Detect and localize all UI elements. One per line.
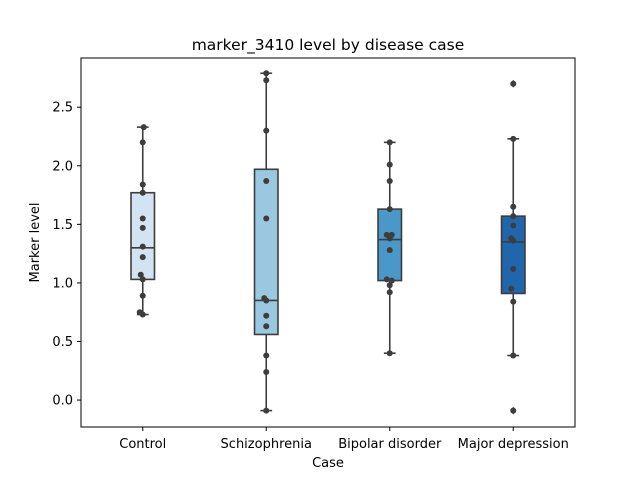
data-point bbox=[510, 265, 517, 272]
data-point bbox=[510, 135, 517, 142]
data-point bbox=[139, 254, 146, 261]
y-tick-label: 1.5 bbox=[52, 218, 73, 233]
box-iqr bbox=[130, 191, 156, 281]
data-point bbox=[508, 285, 515, 292]
data-point bbox=[263, 323, 270, 330]
data-point bbox=[386, 247, 393, 254]
data-point bbox=[510, 237, 517, 244]
x-tick-label: Schizophrenia bbox=[221, 437, 312, 452]
data-point bbox=[139, 276, 146, 283]
data-point bbox=[139, 139, 146, 146]
data-point bbox=[386, 178, 393, 184]
data-point bbox=[386, 282, 393, 289]
data-point bbox=[383, 276, 390, 283]
data-point bbox=[510, 213, 517, 220]
y-tick-label: 1.0 bbox=[52, 276, 73, 291]
data-point bbox=[386, 289, 393, 296]
data-point bbox=[386, 206, 393, 213]
data-point bbox=[263, 297, 270, 304]
data-point bbox=[263, 312, 270, 319]
data-point bbox=[140, 124, 147, 131]
y-tick-label: 0.0 bbox=[52, 394, 73, 409]
data-point bbox=[510, 203, 517, 210]
data-point bbox=[139, 292, 146, 299]
x-tick-label: Major depression bbox=[458, 437, 569, 452]
x-tick-label: Control bbox=[119, 437, 166, 452]
y-axis-label: Marker level bbox=[28, 203, 43, 283]
x-axis-label: Case bbox=[312, 456, 344, 471]
x-tick-label: Bipolar disorder bbox=[338, 437, 442, 452]
data-point bbox=[510, 222, 517, 229]
data-point bbox=[137, 271, 144, 278]
plot-frame bbox=[80, 57, 576, 428]
data-point bbox=[510, 80, 517, 87]
data-point bbox=[139, 215, 146, 222]
data-point bbox=[263, 127, 270, 134]
data-point bbox=[139, 311, 146, 318]
box-group-1 bbox=[253, 72, 279, 412]
box-group-3 bbox=[500, 79, 526, 415]
points-layer bbox=[136, 70, 517, 414]
box-iqr bbox=[377, 208, 403, 282]
y-tick-label: 2.5 bbox=[52, 101, 73, 116]
data-point bbox=[386, 350, 393, 357]
data-point bbox=[139, 224, 146, 231]
data-point bbox=[263, 352, 270, 359]
data-point bbox=[263, 215, 270, 222]
data-point bbox=[263, 77, 270, 84]
y-axis: 0.0 0.5 1.0 1.5 2.0 2.5 bbox=[52, 101, 81, 409]
chart-title: marker_3410 level by disease case bbox=[192, 36, 465, 55]
data-point bbox=[386, 139, 393, 146]
data-point bbox=[263, 407, 270, 414]
boxes-layer bbox=[130, 72, 526, 415]
data-point bbox=[386, 161, 393, 168]
data-point bbox=[139, 189, 146, 196]
data-point bbox=[263, 178, 270, 184]
y-tick-label: 2.0 bbox=[52, 159, 73, 174]
data-point bbox=[510, 298, 517, 305]
data-point bbox=[139, 243, 146, 250]
x-axis: Control Schizophrenia Bipolar disorder Majo… bbox=[119, 427, 569, 452]
data-point bbox=[139, 181, 146, 188]
data-point bbox=[386, 235, 393, 242]
data-point bbox=[263, 368, 270, 375]
data-point bbox=[388, 277, 395, 284]
data-point bbox=[510, 352, 517, 359]
y-tick-label: 0.5 bbox=[52, 335, 73, 350]
box-iqr bbox=[253, 168, 279, 336]
data-point bbox=[263, 70, 270, 77]
data-point bbox=[510, 407, 517, 414]
